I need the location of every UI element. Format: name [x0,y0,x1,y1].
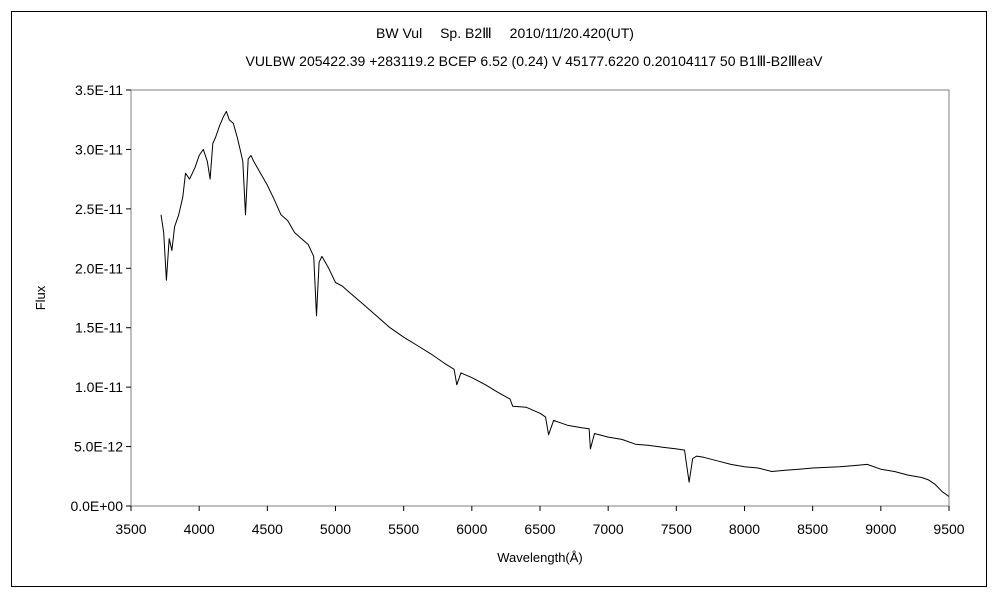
plot-area [130,89,950,507]
y-axis-label: Flux [33,285,48,310]
series-layer [160,110,950,497]
x-tick-label: 7500 [661,521,692,537]
y-tick-label: 5.0E-12 [74,439,123,455]
y-tick-label: 1.5E-11 [75,320,123,336]
x-tick-label: 8000 [729,521,760,537]
y-axis: 0.0E+00 5.0E-12 1.0E-11 1.5E-11 2.0E-11 2.5E-… [70,82,131,514]
spectrum-line [160,110,950,497]
x-tick-label: 5500 [388,521,419,537]
x-tick-label: 4000 [184,521,215,537]
x-tick-label: 7000 [593,521,624,537]
x-tick-label: 9500 [933,521,964,537]
y-tick-label: 0.0E+00 [70,498,123,514]
x-tick-label: 8500 [797,521,828,537]
x-axis: 3500 4000 4500 5000 5500 6000 6500 7000 7500 8000… [115,506,965,537]
chart-subtitle: VULBW 205422.39 +283119.2 BCEP 6.52 (0.2… [245,53,823,69]
x-tick-label: 6500 [524,521,555,537]
x-tick-label: 6000 [456,521,487,537]
x-tick-label: 4500 [252,521,283,537]
chart-title: BW Vul Sp. B2Ⅲ 2010/11/20.420(UT) [376,25,634,41]
y-tick-label: 2.5E-11 [75,201,123,217]
x-tick-label: 3500 [115,521,146,537]
y-tick-label: 1.0E-11 [75,379,123,395]
x-tick-label: 9000 [865,521,896,537]
y-tick-label: 3.5E-11 [75,82,123,98]
y-tick-label: 3.0E-11 [75,141,123,157]
y-tick-label: 2.0E-11 [75,260,123,276]
x-axis-label: Wavelength(Å) [497,550,583,565]
x-tick-label: 5000 [320,521,351,537]
